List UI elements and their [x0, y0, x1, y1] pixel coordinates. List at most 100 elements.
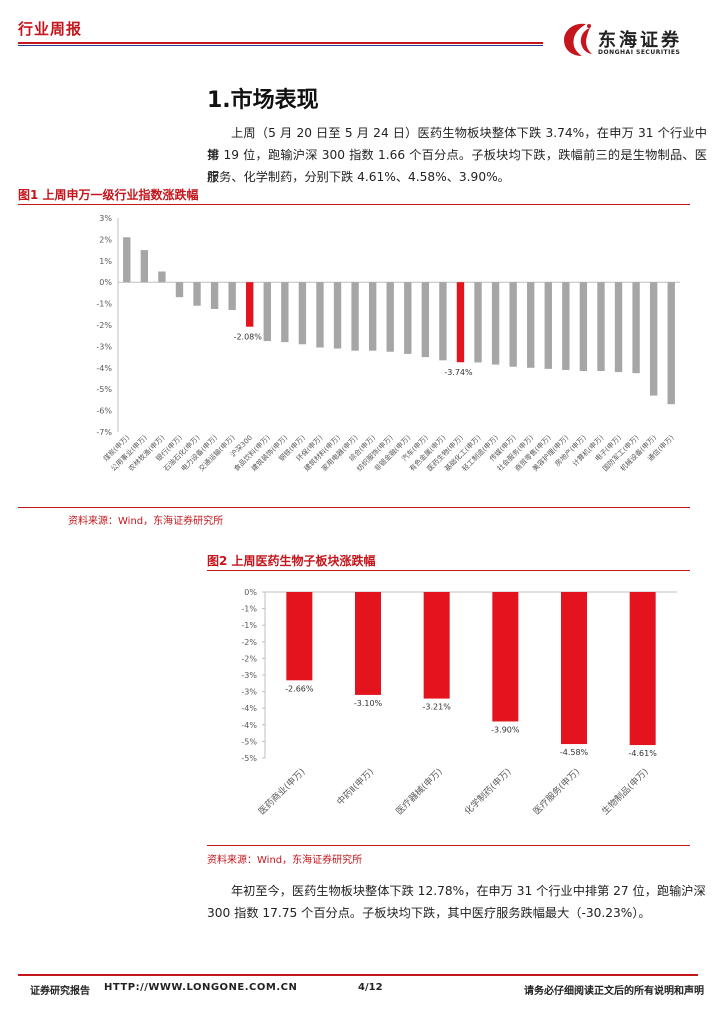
y-tick-label: -5%	[96, 385, 112, 394]
figure-1-title: 图1 上周申万一级行业指数涨跌幅	[18, 188, 199, 202]
y-tick-label: -2%	[241, 638, 257, 647]
y-tick-label: -2%	[96, 321, 112, 330]
y-tick-label: -1%	[96, 300, 112, 309]
figure-2-rule	[207, 570, 690, 571]
x-tick-label: 医疗器械(申万)	[393, 766, 445, 818]
bar	[351, 282, 359, 351]
bar	[456, 282, 465, 363]
bar	[509, 282, 517, 367]
paragraph-1-line-2: 第 19 位，跑输沪深 300 指数 1.66 个百分点。子板块均下跌，跌幅前三…	[207, 148, 707, 184]
data-label: -2.08%	[234, 333, 263, 342]
x-tick-label: 医疗服务(申万)	[530, 766, 582, 818]
y-tick-label: -4%	[241, 704, 257, 713]
bar	[281, 282, 289, 343]
figure-1-chart: 3%2%1%0%-1%-2%-3%-4%-5%-6%-7%煤炭(申万)公用事业(…	[96, 214, 680, 473]
page-number: 4/12	[358, 982, 383, 993]
paragraph-1-line-3: 服务、化学制药，分别下跌 4.61%、4.58%、3.90%。	[207, 170, 510, 184]
bar	[474, 282, 482, 363]
bar	[579, 282, 588, 372]
x-tick-label: 中药Ⅱ(申万)	[334, 766, 376, 808]
donghai-logo-icon	[564, 23, 592, 56]
bar	[492, 592, 519, 722]
y-tick-label: -7%	[96, 428, 112, 437]
y-tick-label: -2%	[241, 654, 257, 663]
bar	[298, 282, 307, 345]
report-type-tag: 行业周报	[18, 20, 83, 38]
figure-1-source: 资料来源：Wind，东海证券研究所	[68, 516, 224, 527]
header-divider-blue	[18, 45, 543, 46]
x-tick-label: 化学制药(申万)	[462, 766, 514, 818]
bar	[404, 282, 412, 354]
data-label: -4.58%	[560, 748, 589, 757]
data-label: -3.21%	[423, 703, 452, 712]
y-tick-label: 1%	[99, 257, 112, 266]
footer-disclaimer: 请务必仔细阅读正文后的所有说明和声明	[524, 986, 704, 997]
y-tick-label: -5%	[241, 754, 257, 763]
bar	[632, 282, 640, 374]
y-tick-label: 0%	[244, 588, 257, 597]
paragraph-2-line-1: 年初至今，医药生物板块整体下跌 12.78%，在申万 31 个行业中排第 27 …	[231, 884, 706, 898]
data-label: -4.61%	[629, 749, 658, 758]
figure-1-bottom-rule	[18, 507, 690, 508]
bar	[368, 282, 377, 351]
y-tick-label: -4%	[241, 721, 257, 730]
x-tick-label: 医药商业(申万)	[256, 766, 308, 818]
data-label: -2.66%	[285, 684, 314, 693]
footer-website-link[interactable]: HTTP://WWW.LONGONE.COM.CN	[104, 982, 298, 993]
bar	[228, 282, 236, 311]
paragraph-2-line-2: 300 指数 17.75 个百分点。子板块均下跌，其中医疗服务跌幅最大（-30.…	[207, 906, 651, 920]
data-label: -3.10%	[354, 699, 383, 708]
y-tick-label: -1%	[241, 605, 257, 614]
bar	[316, 282, 324, 348]
bar	[333, 282, 342, 349]
bar	[439, 282, 447, 361]
bar	[210, 282, 219, 309]
bar	[158, 271, 166, 283]
bar	[175, 282, 184, 298]
y-tick-label: -3%	[241, 688, 257, 697]
y-tick-label: -1%	[241, 621, 257, 630]
paragraph-1-line-1: 上周（5 月 20 日至 5 月 24 日）医药生物板块整体下跌 3.74%，在…	[207, 126, 707, 162]
y-tick-label: -3%	[241, 671, 257, 680]
bar	[614, 282, 623, 373]
bar	[193, 282, 201, 306]
logo-english-name: DONGHAI SECURITIES	[598, 49, 681, 56]
bar	[649, 282, 658, 396]
bar	[562, 282, 570, 370]
y-tick-label: 2%	[99, 235, 112, 244]
header-divider	[18, 42, 543, 44]
figure-2-chart: 0% -1% -1% -2% -2% -3% -3% -4% -4% -5% -5% -2.66% 医药…	[241, 588, 677, 818]
bar	[386, 282, 394, 352]
y-tick-label: 0%	[99, 278, 112, 287]
bar	[246, 282, 254, 327]
figure-2-bottom-rule	[207, 845, 690, 846]
data-label: -3.90%	[491, 725, 520, 734]
bar	[263, 282, 271, 342]
figure-2-source: 资料来源：Wind，东海证券研究所	[207, 855, 363, 866]
bar	[561, 592, 587, 745]
bar	[629, 592, 656, 746]
data-label: -3.74%	[444, 368, 473, 377]
bar	[667, 282, 675, 405]
y-tick-label: -5%	[241, 737, 257, 746]
bar	[423, 592, 450, 699]
figure-2-title: 图2 上周医药生物子板块涨跌幅	[207, 554, 376, 568]
bar	[597, 282, 605, 372]
bar	[140, 250, 149, 283]
footer-divider	[18, 974, 698, 976]
y-tick-label: 3%	[99, 214, 112, 223]
x-tick-label: 生物制品(申万)	[599, 766, 651, 818]
bar	[123, 237, 131, 283]
figure-1-rule	[18, 204, 690, 205]
bar	[355, 592, 381, 695]
y-tick-label: -4%	[96, 364, 112, 373]
y-tick-label: -3%	[96, 342, 112, 351]
bar	[421, 282, 430, 358]
bar	[527, 282, 535, 368]
bar	[491, 282, 500, 365]
logo-chinese-name: 东海证券	[598, 30, 682, 51]
bar	[286, 592, 313, 681]
section-title: 1.市场表现	[207, 88, 319, 113]
y-tick-label: -6%	[96, 407, 112, 416]
bar	[544, 282, 552, 369]
